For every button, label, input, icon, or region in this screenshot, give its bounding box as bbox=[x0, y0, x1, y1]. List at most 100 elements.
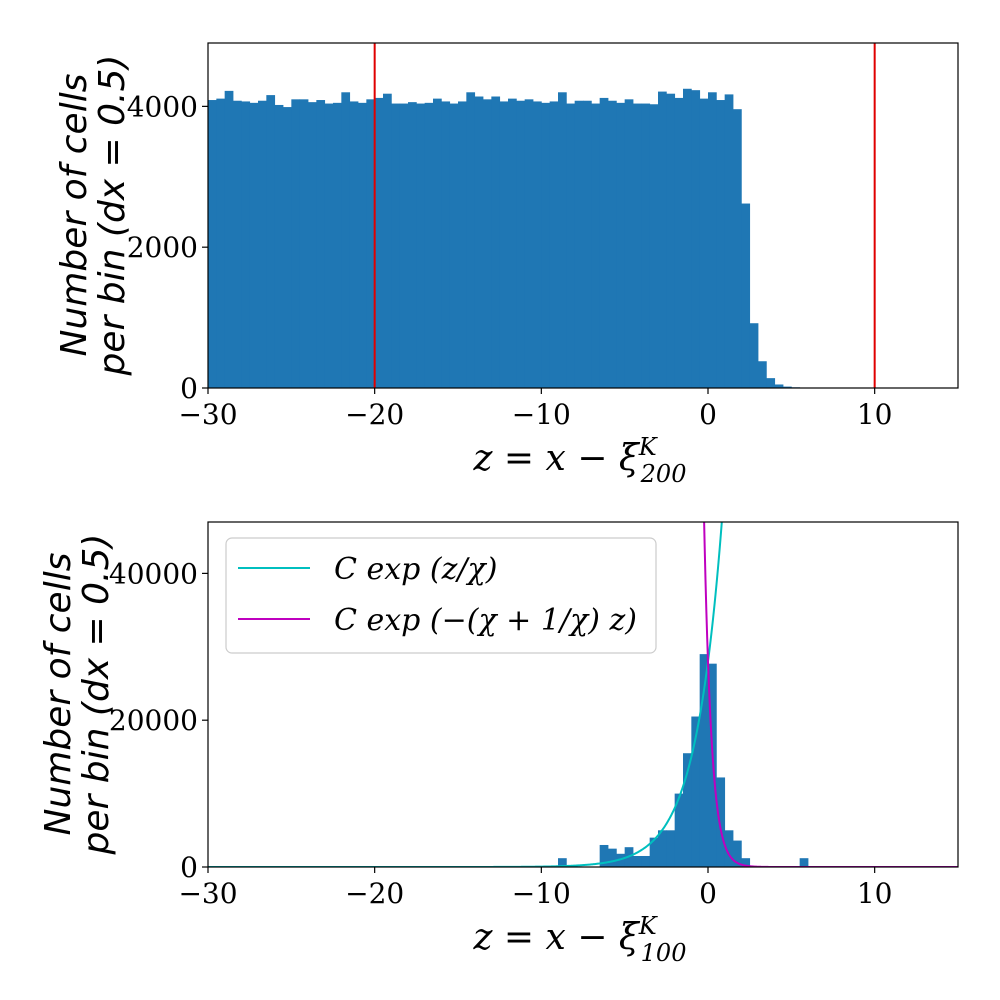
top-bar bbox=[299, 99, 309, 388]
bottom-xlabel-sub: 100 bbox=[641, 939, 687, 967]
bottom-bars bbox=[558, 654, 809, 867]
top-bar bbox=[724, 94, 734, 389]
top-bar bbox=[308, 102, 317, 389]
bottom-bar bbox=[683, 753, 692, 867]
top-ytick-label: 0 bbox=[180, 372, 198, 405]
top-bar bbox=[466, 92, 476, 389]
bottom-bar bbox=[799, 858, 809, 867]
top-bar bbox=[758, 361, 767, 388]
top-bar bbox=[574, 100, 584, 389]
bottom-ytick-label: 20000 bbox=[109, 704, 198, 737]
top-bar bbox=[616, 102, 626, 389]
top-ylabel-line1: Number of cells bbox=[54, 74, 95, 357]
top-bar bbox=[508, 98, 517, 389]
top-bar bbox=[741, 203, 751, 388]
top-bar bbox=[358, 102, 367, 389]
top-bar bbox=[458, 101, 467, 388]
top-bar bbox=[691, 90, 701, 389]
top-bar bbox=[733, 109, 742, 389]
bottom-xlabel-sup: K bbox=[638, 912, 659, 940]
top-ylabel-line2: per bin (dx = 0.5) bbox=[92, 55, 133, 377]
top-bar bbox=[683, 88, 692, 388]
top-plot: −30 −20 −10 0 10 0 2000 4000 z = x − ξK 200 Num… bbox=[54, 42, 959, 488]
top-bar bbox=[366, 99, 376, 388]
bottom-bar bbox=[641, 855, 651, 867]
top-xlabel-main: z = x − ξ bbox=[473, 438, 641, 479]
top-xlabel-sup: K bbox=[638, 433, 659, 461]
top-bar bbox=[416, 103, 426, 388]
top-bar bbox=[433, 98, 442, 389]
top-bar bbox=[399, 103, 409, 388]
top-bar bbox=[783, 386, 792, 388]
top-bar bbox=[283, 107, 292, 389]
top-bar bbox=[333, 102, 342, 389]
top-bar bbox=[483, 99, 492, 388]
top-bar bbox=[749, 323, 759, 388]
top-bar bbox=[258, 100, 267, 389]
bottom-ytick-label: 0 bbox=[180, 851, 198, 884]
top-bars bbox=[208, 88, 801, 389]
bottom-bar bbox=[666, 830, 676, 867]
top-ytick-label: 2000 bbox=[127, 231, 198, 264]
top-bar bbox=[316, 100, 326, 388]
legend-label-cyan: C exp (z/χ) bbox=[334, 552, 497, 587]
top-bar bbox=[474, 96, 484, 389]
top-bar bbox=[224, 90, 234, 388]
bottom-xtick-label: 10 bbox=[857, 877, 893, 910]
top-bar bbox=[674, 97, 684, 388]
bottom-plot: −30 −20 −10 0 10 0 20000 40000 C exp (z/χ) C e… bbox=[38, 521, 959, 967]
top-xlabel-sub: 200 bbox=[640, 460, 687, 488]
top-xtick-label: −20 bbox=[345, 398, 404, 431]
top-bar bbox=[324, 103, 334, 388]
bottom-xtick-label: −20 bbox=[345, 877, 404, 910]
top-bar bbox=[766, 378, 776, 388]
top-xtick-label: −10 bbox=[512, 398, 571, 431]
top-vlines bbox=[373, 43, 876, 388]
bottom-bar bbox=[691, 716, 701, 867]
legend-label-magenta: C exp (−(χ + 1/χ) z) bbox=[334, 603, 637, 638]
top-bar bbox=[349, 101, 359, 388]
top-bar bbox=[524, 99, 534, 388]
top-bar bbox=[216, 98, 226, 389]
bottom-bar bbox=[674, 793, 684, 867]
bottom-plot-frame bbox=[207, 521, 959, 868]
top-bar bbox=[774, 384, 784, 388]
bottom-bar bbox=[599, 844, 609, 867]
bottom-bar bbox=[741, 858, 751, 867]
bottom-bar bbox=[733, 840, 742, 867]
top-bar bbox=[516, 100, 526, 389]
top-xticks: −30 −20 −10 0 10 bbox=[178, 388, 892, 431]
top-bar bbox=[408, 102, 417, 389]
bottom-bar bbox=[699, 654, 709, 867]
top-bar bbox=[591, 103, 601, 388]
bottom-xticks: −30 −20 −10 0 10 bbox=[178, 867, 892, 910]
top-bar bbox=[424, 102, 434, 389]
top-bar bbox=[383, 93, 392, 388]
bottom-bar bbox=[608, 848, 617, 867]
top-bar bbox=[708, 92, 717, 389]
bottom-ylabel-line1: Number of cells bbox=[38, 553, 79, 836]
top-bar bbox=[549, 101, 559, 388]
bottom-curves bbox=[208, 522, 958, 867]
top-bar bbox=[633, 103, 642, 388]
top-bar bbox=[274, 104, 284, 389]
top-bar bbox=[658, 91, 667, 388]
bottom-xlabel-main: z = x − ξ bbox=[473, 917, 641, 958]
top-bar bbox=[374, 97, 384, 388]
fit-curve-0 bbox=[208, 522, 723, 867]
top-bar bbox=[649, 104, 659, 389]
top-bar bbox=[558, 92, 567, 389]
bottom-ytick-label: 40000 bbox=[109, 557, 198, 590]
bottom-yticks: 0 20000 40000 bbox=[109, 557, 208, 884]
bottom-bar bbox=[633, 855, 642, 867]
bottom-xtick-label: −30 bbox=[178, 877, 237, 910]
top-bar bbox=[449, 103, 459, 388]
top-bar bbox=[583, 100, 592, 389]
top-bar bbox=[233, 100, 242, 389]
bottom-bar bbox=[558, 858, 567, 867]
top-xtick-label: −30 bbox=[178, 398, 237, 431]
top-bar bbox=[241, 101, 251, 388]
top-bar bbox=[641, 103, 651, 388]
top-bar bbox=[699, 98, 709, 389]
